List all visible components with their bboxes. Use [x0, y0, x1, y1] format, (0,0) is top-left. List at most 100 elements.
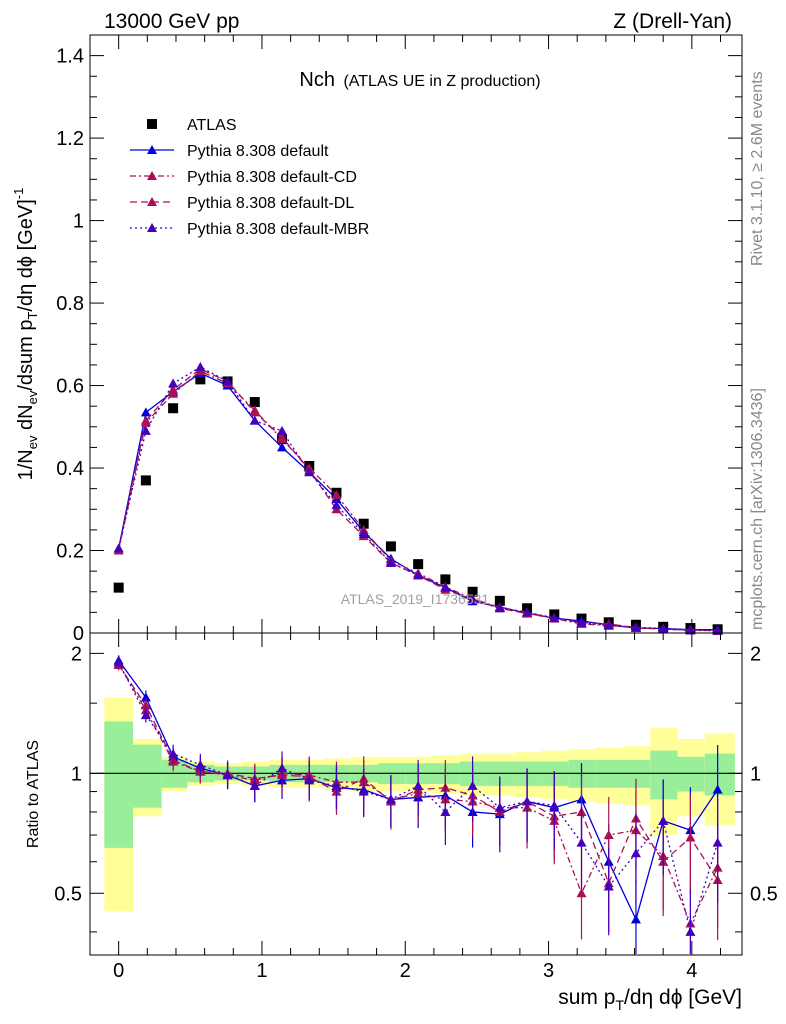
ratio-point-pythia-8-308-default-mbr	[603, 881, 614, 891]
ratio-axis-ticks: 0 1 2 3 4 0.5 0.5 1 1 2 2	[54, 633, 778, 982]
ratio-point-pythia-8-308-default-mbr	[685, 926, 696, 936]
ratio-point-pythia-8-308-default-mbr	[358, 786, 369, 796]
main-y-axis-label: 1/Nev dNev/dsum pT/dη dϕ [GeV]-1	[11, 188, 40, 481]
data-point-atlas	[385, 541, 396, 552]
ratio-point-pythia-8-308-default-mbr	[494, 802, 505, 812]
data-point-pythia-8-308-default-mbr	[168, 378, 179, 388]
ratio-point-pythia-8-308-default-mbr	[576, 837, 587, 847]
data-point-pythia-8-308-default-mbr	[413, 570, 424, 580]
ratio-point-pythia-8-308-default-cd	[576, 888, 587, 898]
data-point-pythia-8-308-default-mbr	[358, 529, 369, 539]
data-point-pythia-8-308-default-mbr	[249, 415, 260, 425]
data-point-pythia-8-308-default-dl	[140, 415, 151, 425]
data-point-pythia-8-308-default-mbr	[440, 582, 451, 592]
ratio-y-axis-label: Ratio to ATLAS	[25, 740, 42, 848]
side-label-top: Rivet 3.1.10, ≥ 2.6M events	[749, 71, 766, 266]
legend-marker-atlas	[147, 119, 157, 129]
data-point-pythia-8-308-default-mbr	[222, 376, 233, 386]
data-point-pythia-8-308-default-mbr	[658, 623, 669, 633]
x-axis-label: sum pT/dη dϕ [GeV]	[558, 986, 742, 1013]
ratio-band-inner	[104, 721, 133, 848]
data-point-pythia-8-308-default-mbr	[331, 500, 342, 510]
data-point-pythia-8-308-default-mbr	[712, 625, 723, 635]
legend-marker-pythia-8-308-default	[147, 145, 157, 154]
data-point-pythia-8-308-default-mbr	[630, 622, 641, 632]
data-point-pythia-8-308-default-mbr	[494, 603, 505, 613]
ratio-tick-label-right: 2	[750, 643, 761, 665]
ratio-plot-frame	[89, 632, 743, 956]
legend-label-pythia-8-308-default: Pythia 8.308 default	[187, 143, 329, 160]
data-point-pythia-8-308-default-dl	[168, 384, 179, 394]
ratio-point-pythia-8-308-default-mbr	[712, 837, 723, 847]
y-tick-label: 0.2	[56, 541, 84, 563]
data-point-pythia-8-308-default-mbr	[113, 543, 124, 553]
data-point-pythia-8-308-default-dl	[249, 407, 260, 417]
ratio-tick-label: 2	[71, 643, 82, 665]
legend-label-pythia-8-308-default-mbr: Pythia 8.308 default-MBR	[187, 221, 369, 238]
x-tick-label: 0	[113, 960, 124, 982]
data-point-pythia-8-308-default-mbr	[603, 620, 614, 630]
data-point-atlas	[249, 397, 260, 408]
data-point-atlas	[413, 559, 424, 570]
data-point-pythia-8-308-default-mbr	[522, 607, 533, 617]
y-tick-label: 1.2	[56, 128, 84, 150]
ratio-point-pythia-8-308-default-mbr	[385, 794, 396, 804]
main-data-layer	[113, 361, 723, 635]
ratio-point-pythia-8-308-default-mbr	[304, 775, 315, 785]
data-point-pythia-8-308-default-mbr	[304, 467, 315, 477]
data-point-atlas	[440, 574, 451, 585]
ratio-point-pythia-8-308-default-mbr	[440, 806, 451, 816]
legend-marker-pythia-8-308-default-mbr	[147, 223, 157, 232]
ratio-uncertainty-bands	[90, 697, 742, 912]
data-point-atlas	[195, 374, 206, 385]
data-point-pythia-8-308-default-mbr	[685, 625, 696, 635]
ratio-data-layer	[113, 655, 723, 954]
main-axis-ticks: 0 0.2 0.4 0.6 0.8 1 1.2 1.4	[56, 35, 742, 645]
ratio-point-pythia-8-308-default-mbr	[630, 848, 641, 858]
y-tick-label: 0	[73, 623, 84, 645]
ratio-point-pythia-8-308-default-mbr	[277, 763, 288, 773]
data-point-atlas	[467, 586, 478, 597]
y-tick-label: 0.4	[56, 458, 84, 480]
data-point-pythia-8-308-default-mbr	[576, 617, 587, 627]
ratio-point-pythia-8-308-default	[140, 692, 151, 702]
header-right: Z (Drell-Yan)	[613, 10, 732, 33]
plot-title-main: Nch	[299, 69, 335, 91]
data-point-atlas	[168, 403, 179, 414]
ratio-point-pythia-8-308-default-cd	[603, 830, 614, 840]
ratio-point-pythia-8-308-default-mbr	[249, 780, 260, 790]
x-tick-label: 2	[400, 960, 411, 982]
ratio-band-inner	[704, 753, 735, 796]
ratio-point-pythia-8-308-default	[630, 914, 641, 924]
ratio-point-pythia-8-308-default-mbr	[549, 800, 560, 810]
ratio-band-inner	[650, 750, 678, 800]
ratio-point-pythia-8-308-default-mbr	[331, 780, 342, 790]
ratio-point-pythia-8-308-default-mbr	[195, 759, 206, 769]
ratio-point-pythia-8-308-default-mbr	[168, 748, 179, 758]
x-tick-label: 1	[256, 960, 267, 982]
ratio-band-inner	[677, 756, 705, 792]
data-point-pythia-8-308-default-mbr	[195, 361, 206, 371]
ratio-point-pythia-8-308-default-mbr	[658, 815, 669, 825]
y-tick-label: 0.6	[56, 376, 84, 398]
header-left: 13000 GeV pp	[104, 10, 239, 33]
data-point-pythia-8-308-default-mbr	[467, 595, 478, 605]
ratio-point-pythia-8-308-default-mbr	[113, 657, 124, 667]
data-point-atlas	[113, 582, 124, 593]
ratio-tick-label-right: 1	[750, 763, 761, 785]
data-point-atlas	[140, 475, 151, 486]
watermark: ATLAS_2019_I1736531	[341, 591, 490, 607]
legend-label-pythia-8-308-default-cd: Pythia 8.308 default-CD	[187, 169, 357, 186]
ratio-point-pythia-8-308-default-mbr	[140, 710, 151, 720]
legend-label-atlas: ATLAS	[187, 117, 237, 134]
y-tick-label: 1.4	[56, 46, 84, 68]
data-point-pythia-8-308-default-mbr	[549, 612, 560, 622]
legend: ATLAS Pythia 8.308 default Pythia 8.308 de…	[130, 117, 369, 238]
plot-title: Nch (ATLAS UE in Z production)	[299, 69, 540, 91]
ratio-point-pythia-8-308-default-mbr	[522, 796, 533, 806]
ratio-point-pythia-8-308-default-dl	[140, 700, 151, 710]
ratio-point-pythia-8-308-default-mbr	[467, 780, 478, 790]
legend-marker-pythia-8-308-default-cd	[147, 171, 157, 180]
ratio-point-pythia-8-308-default-mbr	[222, 770, 233, 780]
